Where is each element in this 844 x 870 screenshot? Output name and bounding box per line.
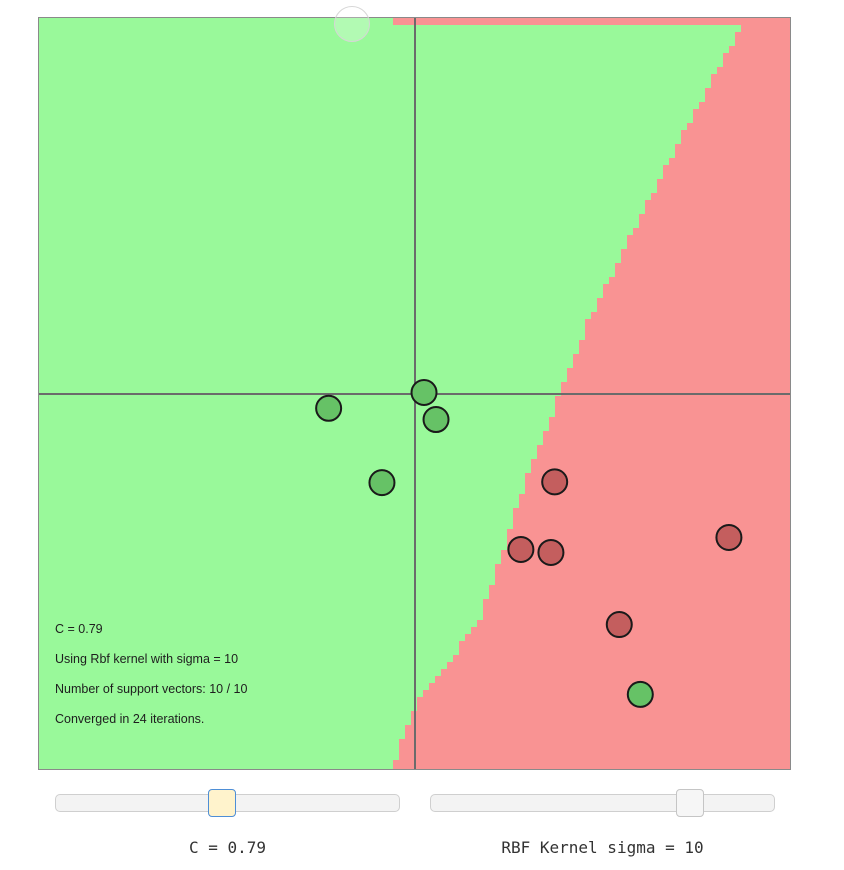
sigma-slider[interactable] — [430, 789, 775, 817]
green-data-point[interactable] — [315, 394, 343, 422]
info-kernel: Using Rbf kernel with sigma = 10 — [55, 652, 239, 666]
svm-plot[interactable]: C = 0.79 Using Rbf kernel with sigma = 1… — [38, 17, 791, 770]
sigma-value-label: RBF Kernel sigma = 10 — [501, 838, 704, 857]
data-points — [315, 378, 743, 708]
green-data-point[interactable] — [422, 406, 450, 434]
red-data-point[interactable] — [537, 538, 565, 566]
red-data-point[interactable] — [507, 535, 535, 563]
c-value-label: C = 0.79 — [188, 838, 267, 857]
green-data-point[interactable] — [368, 469, 396, 497]
green-data-point[interactable] — [626, 680, 654, 708]
info-iterations: Converged in 24 iterations. — [55, 712, 205, 726]
info-support-vectors: Number of support vectors: 10 / 10 — [55, 682, 248, 696]
decision-surface[interactable] — [39, 18, 790, 769]
green-data-point[interactable] — [410, 378, 438, 406]
sigma-slider-handle[interactable] — [675, 789, 704, 817]
red-data-point[interactable] — [715, 523, 743, 551]
red-data-point[interactable] — [605, 611, 633, 639]
red-data-point[interactable] — [541, 468, 569, 496]
c-slider[interactable] — [55, 789, 400, 817]
c-slider-handle[interactable] — [207, 789, 236, 817]
info-c-value: C = 0.79 — [55, 622, 103, 636]
